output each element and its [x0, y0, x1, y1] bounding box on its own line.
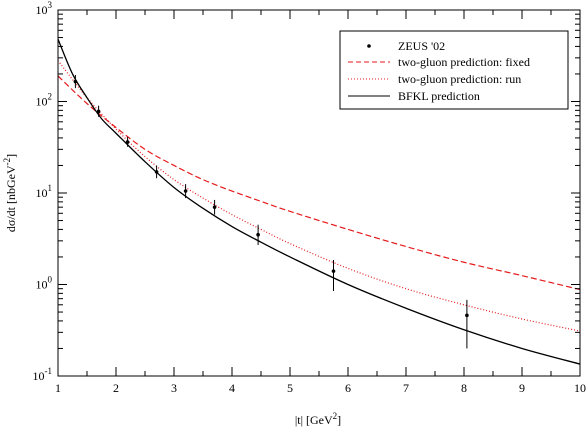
- x-tick-label-7: 8: [461, 381, 467, 395]
- legend-label-run: two-gluon prediction: run: [398, 72, 521, 86]
- plot-series-group: [58, 38, 580, 365]
- data-point-1: [96, 109, 101, 114]
- data-point-5: [212, 205, 217, 209]
- legend-marker-zeus: [367, 44, 371, 48]
- data-point-6: [256, 232, 260, 237]
- x-tick-label-5: 6: [345, 381, 351, 395]
- x-axis-title: |t| [GeV2]: [295, 411, 341, 427]
- data-point-4: [183, 189, 188, 193]
- legend: ZEUS '02 two-gluon prediction: fixed two…: [339, 30, 569, 110]
- data-point-3: [154, 170, 159, 174]
- x-tick-label-2: 3: [171, 381, 177, 395]
- x-tick-label-9: 10: [574, 381, 586, 395]
- data-point-8: [465, 313, 469, 318]
- y-axis-title: dσ/dt [nbGeV-2]: [2, 154, 18, 232]
- data-point-7: [331, 269, 336, 273]
- plot-content: [58, 38, 580, 365]
- x-tick-label-6: 7: [403, 381, 409, 395]
- x-tick-label-1: 2: [113, 381, 119, 395]
- legend-label-zeus: ZEUS '02: [398, 39, 445, 53]
- data-point-0: [73, 79, 78, 84]
- data-point-2: [125, 140, 130, 144]
- x-tick-label-0: 1: [55, 381, 61, 395]
- series-line-1: [58, 60, 580, 332]
- legend-label-fixed: two-gluon prediction: fixed: [398, 55, 530, 69]
- x-tick-label-8: 9: [519, 381, 525, 395]
- series-line-0: [58, 75, 580, 291]
- x-tick-label-4: 5: [287, 381, 293, 395]
- x-tick-label-3: 4: [229, 381, 235, 395]
- series-line-2: [58, 38, 580, 365]
- legend-label-bfkl: BFKL prediction: [398, 89, 480, 103]
